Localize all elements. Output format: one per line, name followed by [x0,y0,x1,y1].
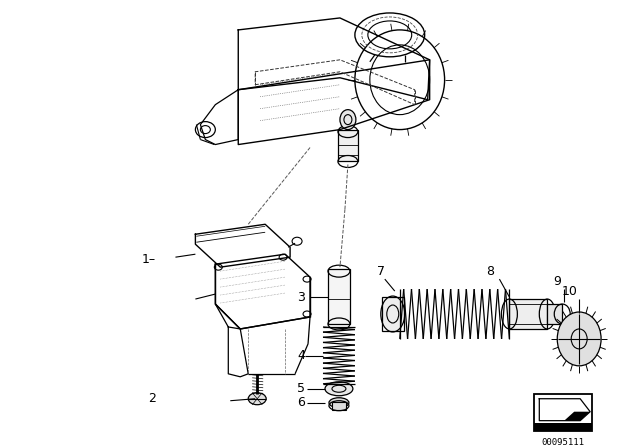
Bar [509,299,547,329]
Text: 1–: 1– [141,253,156,266]
Text: 2: 2 [148,392,156,405]
Ellipse shape [325,382,353,396]
Bar [332,402,346,410]
Text: 9: 9 [554,275,561,288]
Ellipse shape [248,393,266,405]
Bar [338,129,358,161]
Bar [382,297,404,331]
Text: 3: 3 [297,291,305,304]
Ellipse shape [381,296,404,332]
Text: 4: 4 [297,349,305,362]
Text: 00095111: 00095111 [541,438,585,447]
Text: 7: 7 [377,265,385,278]
Bar [534,422,592,431]
Text: 8: 8 [486,265,495,278]
Bar [328,269,350,324]
Polygon shape [564,412,590,421]
Text: 5: 5 [297,382,305,395]
Ellipse shape [329,398,349,408]
Bar [534,394,592,431]
Ellipse shape [340,110,356,129]
Text: 6: 6 [297,396,305,409]
Ellipse shape [557,312,601,366]
Bar [547,304,562,324]
Text: 10: 10 [561,284,577,297]
